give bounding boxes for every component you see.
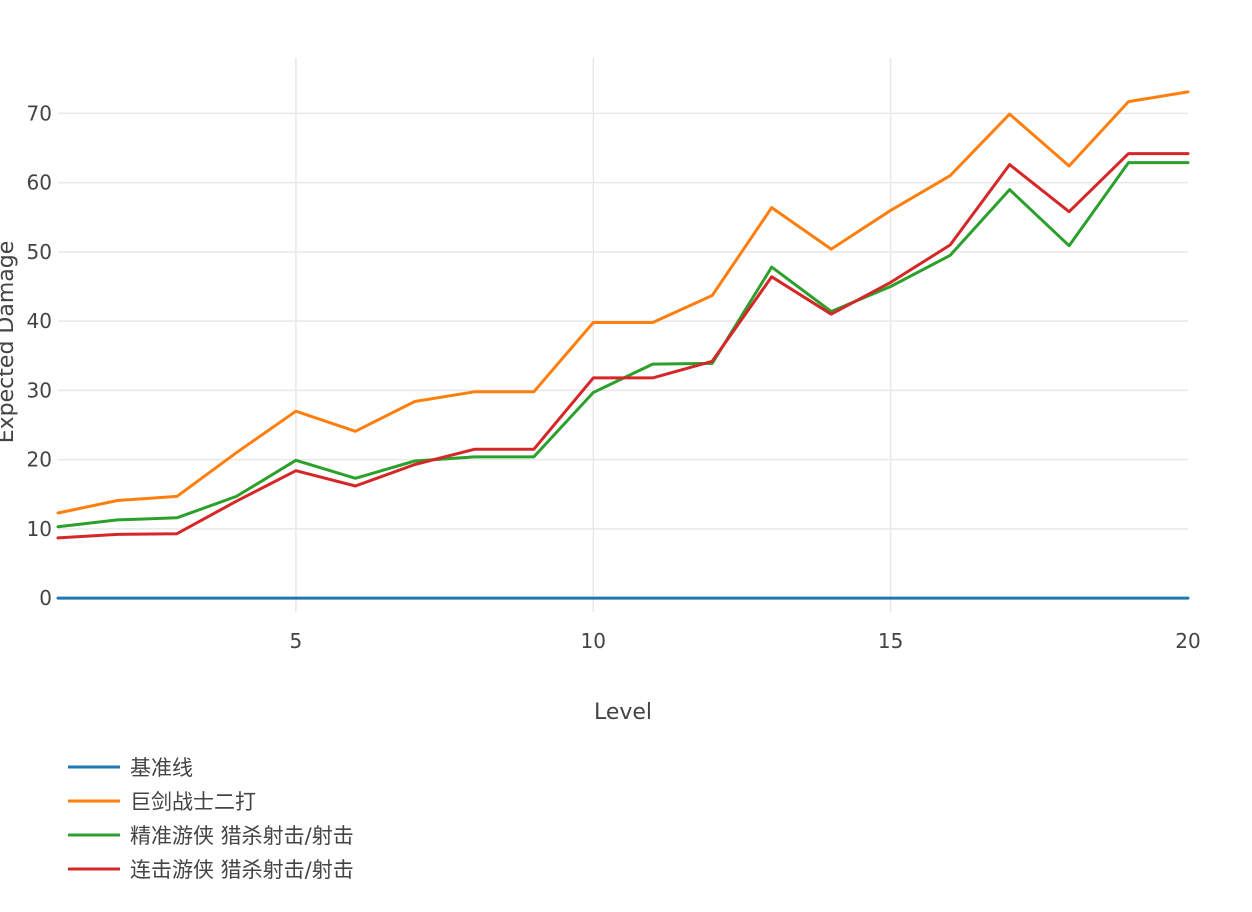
legend-label-1: 巨剑战士二打 bbox=[130, 790, 256, 814]
legend-label-3: 连击游侠 猎杀射击/射击 bbox=[130, 858, 354, 882]
y-axis-title: Expected Damage bbox=[0, 241, 19, 443]
series-lines bbox=[56, 90, 1190, 600]
x-tick-label: 10 bbox=[581, 629, 606, 653]
y-tick-label: 60 bbox=[27, 171, 52, 195]
grid bbox=[58, 58, 1188, 612]
x-axis-title: Level bbox=[594, 700, 652, 725]
y-tick-label: 70 bbox=[27, 101, 52, 125]
series-line-3 bbox=[56, 152, 1190, 540]
x-tick-label: 5 bbox=[290, 629, 303, 653]
y-tick-label: 10 bbox=[27, 517, 52, 541]
legend-label-2: 精准游侠 猎杀射击/射击 bbox=[130, 824, 354, 848]
y-tick-label: 40 bbox=[27, 309, 52, 333]
series-line-1 bbox=[56, 90, 1190, 515]
x-tick-label: 20 bbox=[1175, 629, 1200, 653]
y-tick-label: 20 bbox=[27, 448, 52, 472]
y-tick-label: 50 bbox=[27, 240, 52, 264]
y-tick-label: 0 bbox=[39, 586, 52, 610]
x-tick-label: 15 bbox=[878, 629, 903, 653]
tick-labels: 5 10 15 20 0 10 20 30 40 50 60 70 bbox=[27, 101, 1201, 653]
series-line-2 bbox=[56, 161, 1190, 529]
y-tick-label: 30 bbox=[27, 378, 52, 402]
legend-label-0: 基准线 bbox=[130, 756, 193, 780]
